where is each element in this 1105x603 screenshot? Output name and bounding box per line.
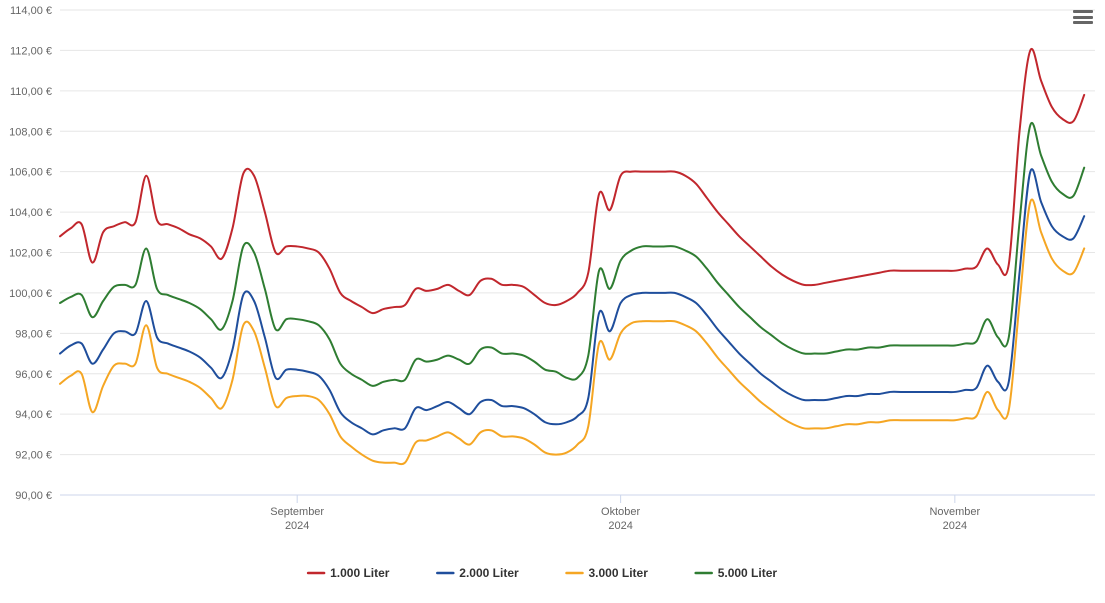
legend-label[interactable]: 5.000 Liter bbox=[718, 566, 778, 580]
y-axis-tick-label: 94,00 € bbox=[15, 409, 52, 421]
x-axis-tick-label: November bbox=[929, 506, 980, 518]
series-line bbox=[60, 199, 1084, 464]
y-axis-tick-label: 100,00 € bbox=[9, 288, 52, 300]
y-axis-tick-label: 112,00 € bbox=[10, 45, 52, 57]
x-axis-tick-sublabel: 2024 bbox=[608, 520, 632, 532]
price-chart: 90,00 € 92,00 € 94,00 € 96,00 € 98,00 € 100,0… bbox=[0, 0, 1105, 603]
y-axis-tick-label: 110,00 € bbox=[10, 86, 52, 98]
legend-label[interactable]: 3.000 Liter bbox=[589, 566, 649, 580]
x-axis-tick-label: Oktober bbox=[601, 506, 640, 518]
series-line bbox=[60, 49, 1084, 313]
legend-label[interactable]: 1.000 Liter bbox=[330, 566, 390, 580]
y-axis-tick-label: 108,00 € bbox=[9, 126, 52, 138]
y-axis-tick-label: 96,00 € bbox=[15, 369, 52, 381]
y-axis-tick-label: 92,00 € bbox=[15, 450, 52, 462]
y-axis-tick-label: 106,00 € bbox=[9, 167, 52, 179]
y-axis-tick-label: 90,00 € bbox=[15, 490, 52, 502]
y-axis-tick-label: 104,00 € bbox=[9, 207, 52, 219]
hamburger-menu-icon[interactable] bbox=[1071, 6, 1095, 28]
series-line bbox=[60, 169, 1084, 434]
x-axis-tick-sublabel: 2024 bbox=[285, 520, 309, 532]
x-axis-tick-sublabel: 2024 bbox=[943, 520, 967, 532]
y-axis-tick-label: 98,00 € bbox=[15, 328, 52, 340]
y-axis-tick-label: 102,00 € bbox=[9, 248, 52, 260]
x-axis-tick-label: September bbox=[270, 506, 324, 518]
y-axis-tick-label: 114,00 € bbox=[10, 5, 52, 17]
chart-svg: 90,00 € 92,00 € 94,00 € 96,00 € 98,00 € 100,0… bbox=[0, 0, 1105, 603]
legend-label[interactable]: 2.000 Liter bbox=[459, 566, 519, 580]
series-line bbox=[60, 123, 1084, 386]
